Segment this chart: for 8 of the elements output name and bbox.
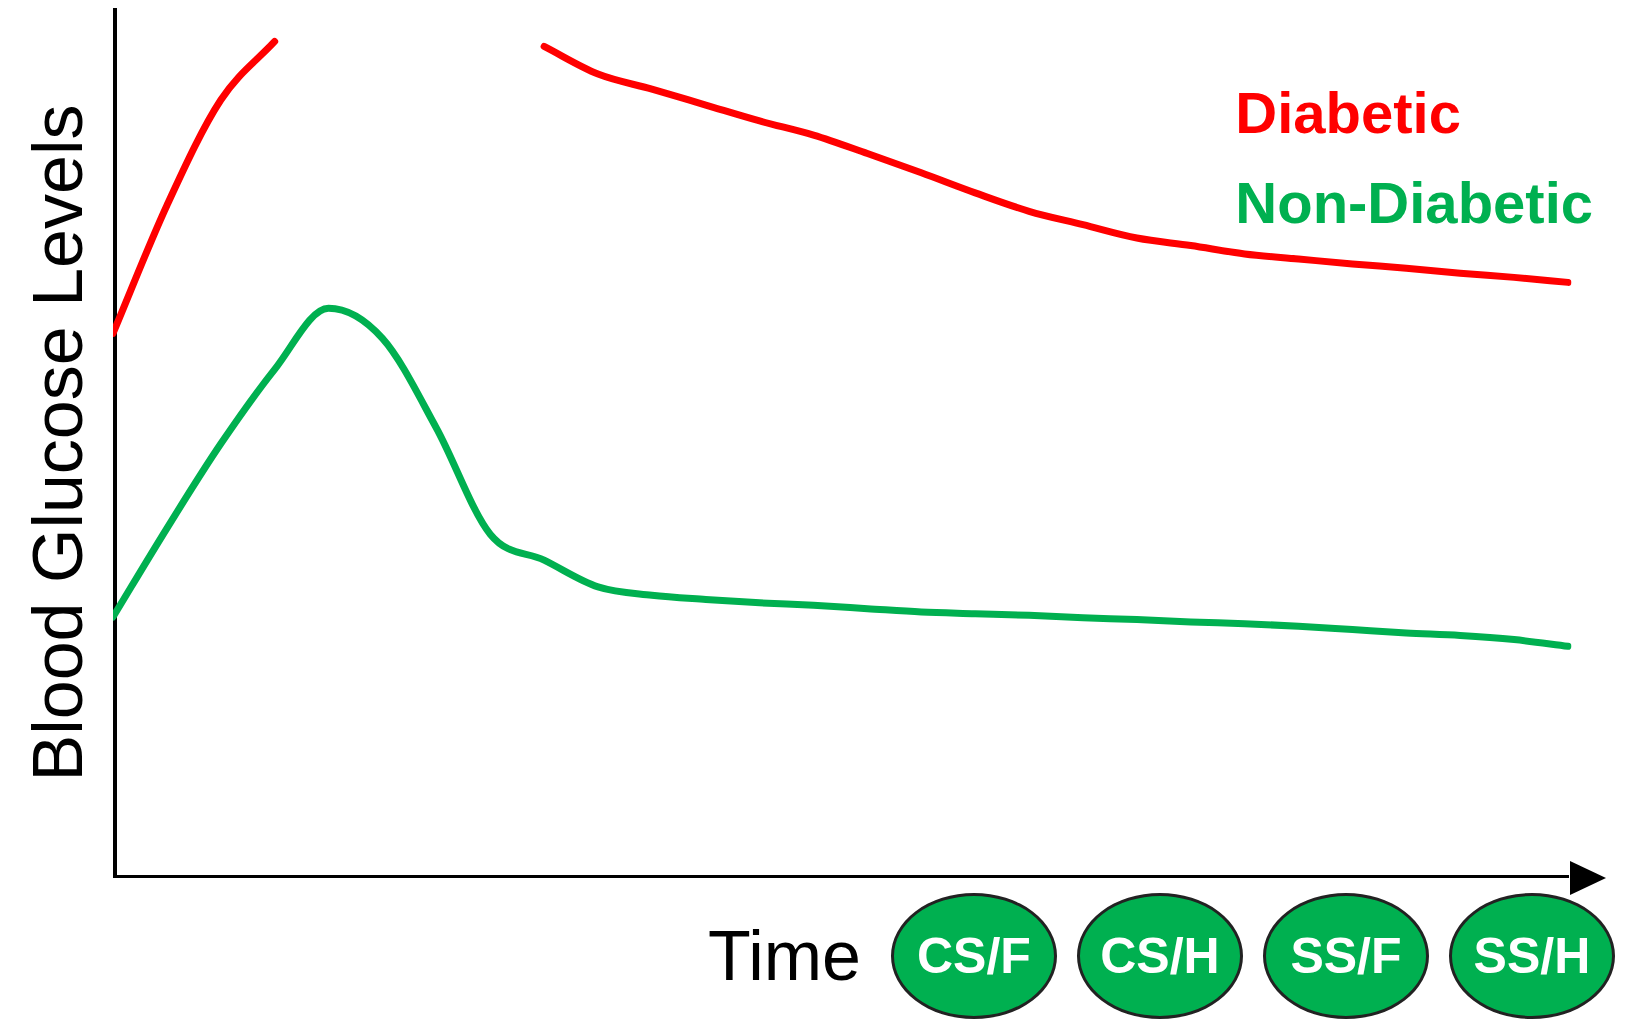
text: Non-Diabetic bbox=[1235, 169, 1593, 237]
series-label: Diabetic bbox=[1235, 79, 1462, 147]
text: CS/H bbox=[1100, 927, 1220, 985]
y-axis-title: Blood Glucose Levels bbox=[18, 104, 98, 782]
text: SS/F bbox=[1290, 927, 1402, 985]
text: SS/H bbox=[1473, 927, 1591, 985]
text: CS/F bbox=[917, 927, 1031, 985]
x-axis-title: Time bbox=[708, 916, 861, 996]
